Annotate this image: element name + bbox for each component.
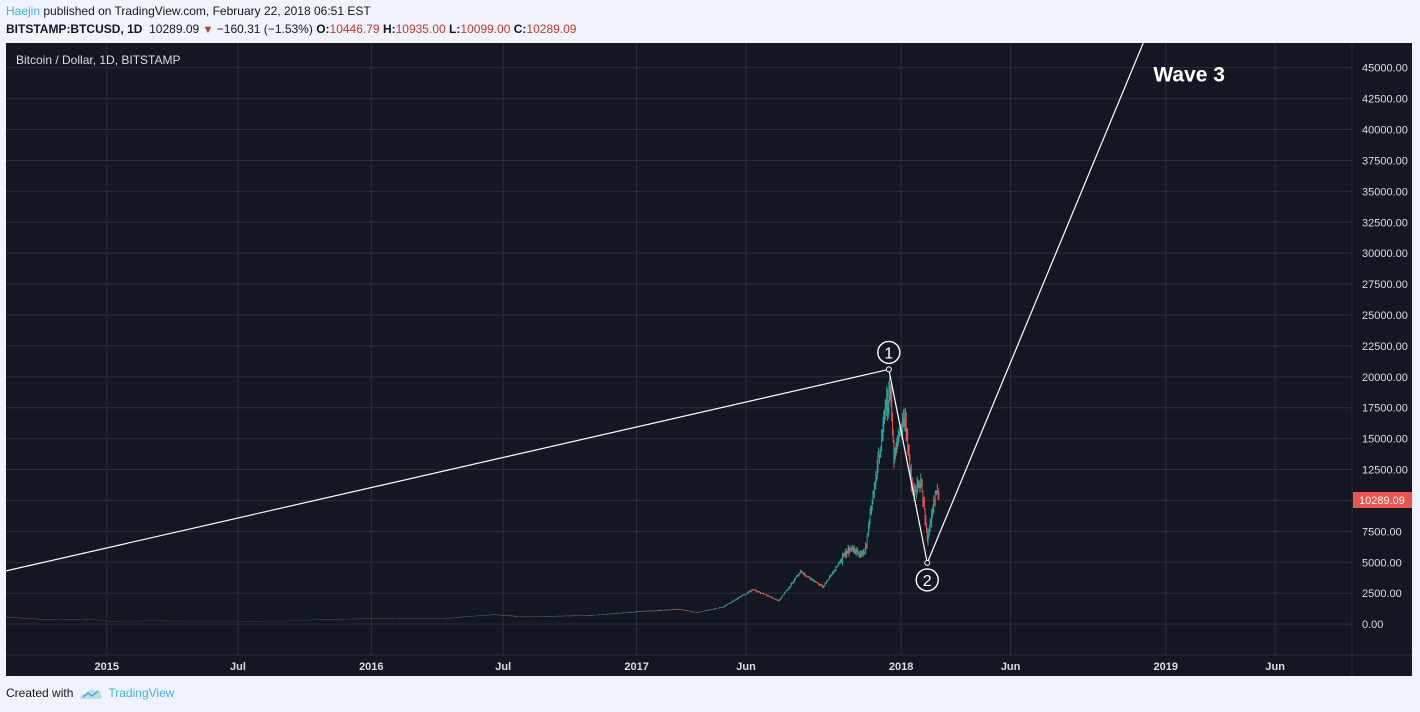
candles xyxy=(6,376,940,622)
low-value: 10099.00 xyxy=(460,22,511,36)
x-tick-label: Jun xyxy=(1001,661,1021,673)
y-tick-label: 25000.00 xyxy=(1362,310,1408,322)
x-tick-label: Jun xyxy=(1265,661,1285,673)
wave-annotations: 1 2 Wave 3 xyxy=(6,43,1225,592)
created-with-label: Created with xyxy=(6,686,74,700)
x-tick-label: 2017 xyxy=(624,661,648,673)
last-price-tag: 10289.09 xyxy=(1353,492,1412,508)
y-tick-label: 12500.00 xyxy=(1362,465,1408,477)
y-tick-label: 5000.00 xyxy=(1362,557,1402,569)
y-tick-label: 2500.00 xyxy=(1362,588,1402,600)
y-tick-label: 20000.00 xyxy=(1362,372,1408,384)
x-axis: 2015 Jul 2016 Jul 2017 Jun 2018 Jun 2019 Jun xyxy=(95,661,1286,673)
wave-point xyxy=(885,366,892,373)
author-link[interactable]: Haejin xyxy=(6,4,41,18)
y-tick-label: 15000.00 xyxy=(1362,434,1408,446)
wave-line xyxy=(926,43,1144,564)
y-tick-label: 0.00 xyxy=(1362,619,1383,631)
price-change: −160.31 (−1.53%) xyxy=(216,22,313,36)
close-value: 10289.09 xyxy=(526,22,577,36)
high-label: H: xyxy=(382,22,396,36)
y-tick-label: 27500.00 xyxy=(1362,279,1408,291)
y-tick-label: 22500.00 xyxy=(1362,341,1408,353)
wave-3-label: Wave 3 xyxy=(1153,63,1225,86)
open-label: O: xyxy=(316,22,330,36)
footer: Created with TradingView xyxy=(6,686,174,700)
symbol-label: BITSTAMP:BTCUSD, 1D xyxy=(6,22,143,36)
y-axis: 0.002500.005000.007500.0010000.0012500.0… xyxy=(1362,63,1408,631)
grid xyxy=(6,43,1352,655)
y-tick-label: 30000.00 xyxy=(1362,248,1408,260)
close-label: C: xyxy=(513,22,527,36)
last-price-tag-bg xyxy=(1353,492,1412,508)
wave-number-circle xyxy=(915,568,939,592)
wave-point xyxy=(924,559,931,566)
tradingview-logo-icon xyxy=(80,689,103,699)
high-value: 10935.00 xyxy=(395,22,446,36)
y-tick-label: 37500.00 xyxy=(1362,155,1408,167)
y-tick-label: 17500.00 xyxy=(1362,403,1408,415)
y-tick-label: 40000.00 xyxy=(1362,125,1408,137)
wave-number-2: 2 xyxy=(923,573,932,590)
open-value: 10446.79 xyxy=(329,22,380,36)
down-arrow-icon: ▼ xyxy=(202,24,214,36)
y-tick-label: 32500.00 xyxy=(1362,217,1408,229)
x-tick-label: 2018 xyxy=(889,661,913,673)
published-text: published on TradingView.com, February 2… xyxy=(43,4,371,18)
chart-title: Bitcoin / Dollar, 1D, BITSTAMP xyxy=(16,53,181,67)
y-tick-label: 7500.00 xyxy=(1362,526,1402,538)
x-tick-label: 2015 xyxy=(95,661,119,673)
wave-line xyxy=(888,369,928,564)
wave-number-1: 1 xyxy=(884,345,893,362)
last-price: 10289.09 xyxy=(149,22,200,36)
last-price-tag-text: 10289.09 xyxy=(1359,495,1405,507)
x-tick-label: 2019 xyxy=(1153,661,1177,673)
chart-background xyxy=(6,43,1412,676)
wave-line xyxy=(6,368,889,572)
tradingview-link[interactable]: TradingView xyxy=(79,686,174,700)
x-tick-label: Jun xyxy=(736,661,756,673)
x-tick-label: Jul xyxy=(230,661,246,673)
wave-number-circle xyxy=(877,340,901,365)
ohlc-bar: BITSTAMP:BTCUSD, 1D 10289.09 ▼ −160.31 (… xyxy=(6,22,576,36)
publish-info: Haejin published on TradingView.com, Feb… xyxy=(6,4,371,18)
x-tick-label: Jul xyxy=(495,661,511,673)
y-tick-label: 42500.00 xyxy=(1362,94,1408,106)
price-chart[interactable]: 0.002500.005000.007500.0010000.0012500.0… xyxy=(6,43,1412,676)
y-tick-label: 35000.00 xyxy=(1362,186,1408,198)
low-label: L: xyxy=(449,22,461,36)
x-tick-label: 2016 xyxy=(359,661,383,673)
tradingview-brand-text: TradingView xyxy=(108,686,175,700)
y-tick-label: 45000.00 xyxy=(1362,63,1408,75)
